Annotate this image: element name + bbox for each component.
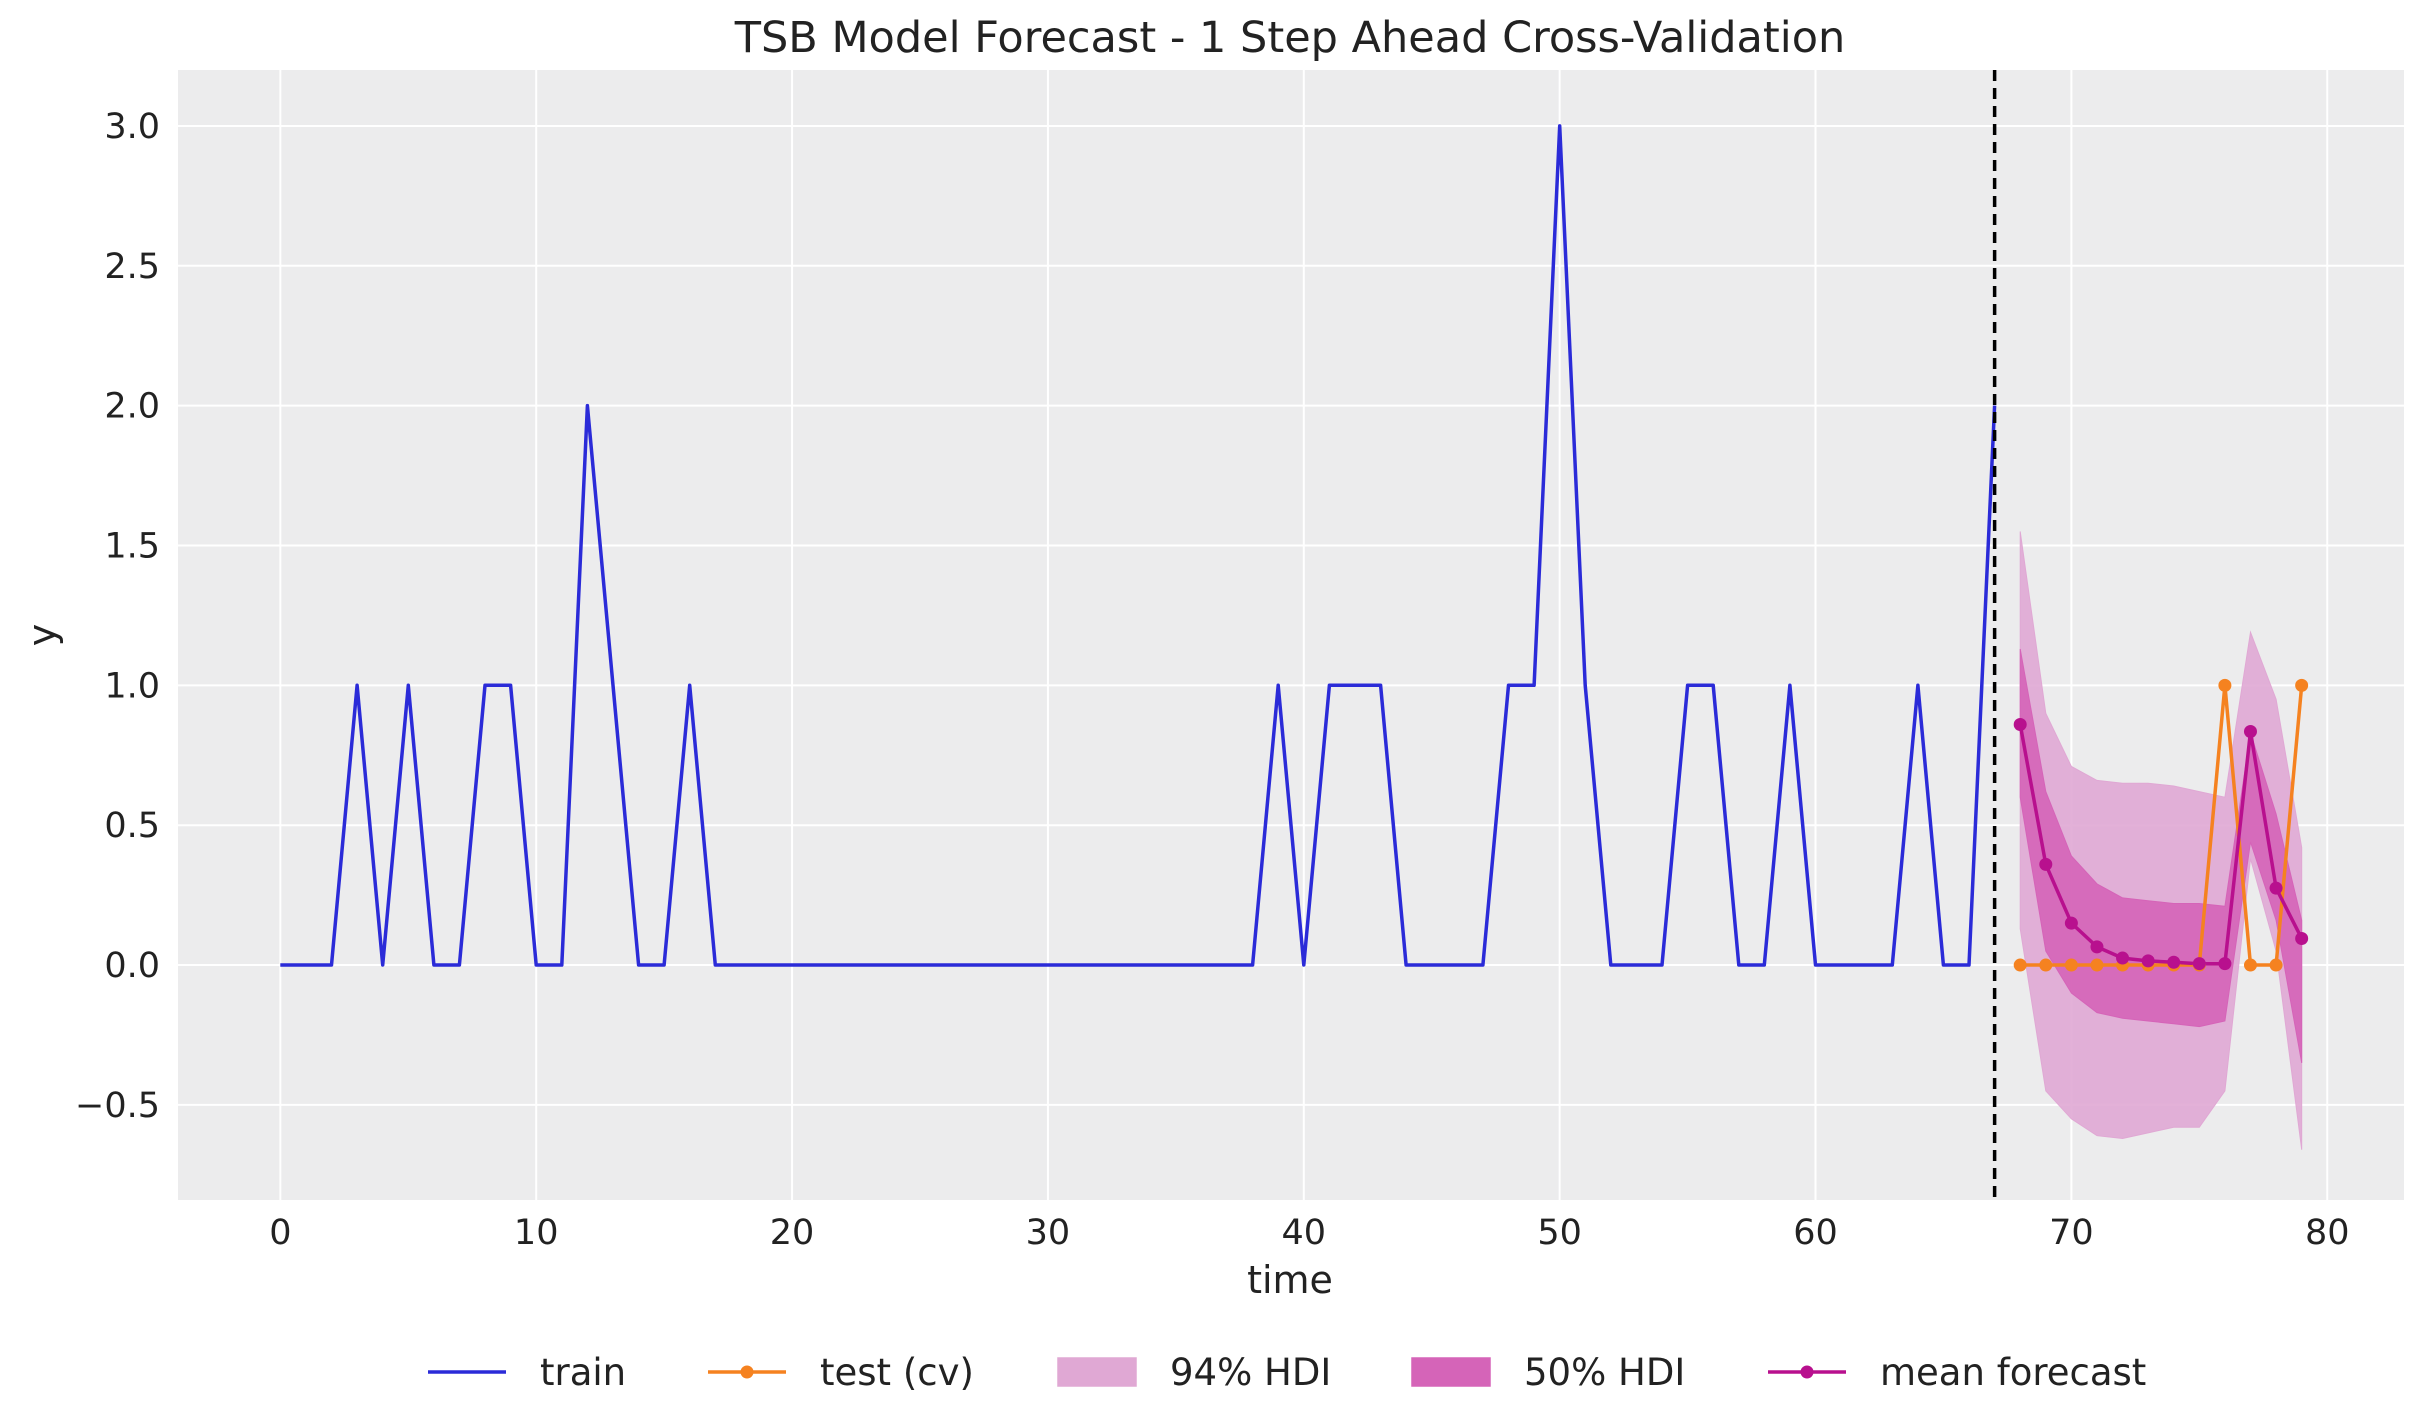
legend-hdi-50: 50% HDI — [1411, 1351, 1685, 1394]
x-tick-label: 0 — [269, 1213, 291, 1253]
legend-test-cv-label: test (cv) — [820, 1351, 974, 1394]
mean-forecast-point — [2116, 951, 2130, 965]
chart-title: TSB Model Forecast - 1 Step Ahead Cross-… — [734, 13, 1846, 63]
y-axis-label: y — [20, 624, 64, 647]
mean-forecast-point — [2090, 940, 2104, 954]
mean-forecast-point — [2039, 857, 2053, 871]
y-tick-label: 1.0 — [104, 666, 160, 706]
legend-mean-forecast-marker — [1800, 1365, 1814, 1379]
y-axis-ticks: −0.5 0.0 0.5 1.0 1.5 2.0 2.5 3.0 — [75, 107, 160, 1126]
test-cv-point — [2064, 958, 2078, 972]
test-cv-point — [2013, 958, 2027, 972]
hdi-50-band — [2019, 648, 2303, 1063]
mean-forecast-point — [2141, 954, 2155, 968]
test-cv-point — [2243, 958, 2257, 972]
legend: train test (cv) 94% HDI 50% HDI mean forecas… — [428, 1351, 2146, 1394]
legend-hdi-94-label: 94% HDI — [1170, 1351, 1331, 1394]
test-cv-point — [2090, 958, 2104, 972]
mean-forecast-line — [2018, 724, 2304, 966]
y-tick-label: −0.5 — [75, 1086, 160, 1126]
mean-forecast-point — [2295, 931, 2309, 945]
mean-forecast-point — [2218, 957, 2232, 971]
x-axis-ticks: 0 10 20 30 40 50 60 70 80 — [269, 1213, 2349, 1253]
y-tick-label: 2.5 — [104, 247, 160, 287]
x-tick-label: 20 — [770, 1213, 815, 1253]
x-tick-label: 50 — [1537, 1213, 1582, 1253]
legend-hdi-94-swatch — [1057, 1357, 1137, 1387]
y-tick-label: 3.0 — [104, 107, 160, 147]
mean-forecast-point — [2167, 955, 2181, 969]
test-cv-point — [2295, 678, 2309, 692]
mean-forecast-point — [2064, 916, 2078, 930]
y-tick-label: 1.5 — [104, 526, 160, 566]
y-tick-label: 0.5 — [104, 806, 160, 846]
x-tick-label: 60 — [1793, 1213, 1838, 1253]
legend-train: train — [428, 1351, 626, 1394]
legend-mean-forecast: mean forecast — [1768, 1351, 2146, 1394]
x-tick-label: 40 — [1282, 1213, 1327, 1253]
mean-forecast-point — [2192, 957, 2206, 971]
test-cv-point — [2039, 958, 2053, 972]
series-markers — [2013, 678, 2309, 972]
test-cv-point — [2218, 678, 2232, 692]
legend-test-cv: test (cv) — [708, 1351, 974, 1394]
x-axis-label: time — [1247, 1258, 1333, 1302]
mean-forecast-point — [2243, 724, 2257, 738]
y-tick-label: 2.0 — [104, 387, 160, 427]
mean-forecast-point — [2269, 881, 2283, 895]
train-line — [280, 124, 1997, 967]
x-tick-label: 80 — [2305, 1213, 2350, 1253]
x-tick-label: 70 — [2049, 1213, 2094, 1253]
legend-hdi-50-swatch — [1411, 1357, 1491, 1387]
mean-forecast-point — [2013, 718, 2027, 732]
x-tick-label: 30 — [1026, 1213, 1071, 1253]
legend-mean-forecast-label: mean forecast — [1880, 1351, 2146, 1394]
legend-train-label: train — [540, 1351, 626, 1394]
x-tick-label: 10 — [514, 1213, 559, 1253]
y-tick-label: 0.0 — [104, 946, 160, 986]
legend-test-cv-marker — [740, 1365, 754, 1379]
legend-hdi-50-label: 50% HDI — [1524, 1351, 1685, 1394]
legend-hdi-94: 94% HDI — [1057, 1351, 1331, 1394]
test-cv-point — [2269, 958, 2283, 972]
hdi-bands — [2019, 531, 2303, 1150]
